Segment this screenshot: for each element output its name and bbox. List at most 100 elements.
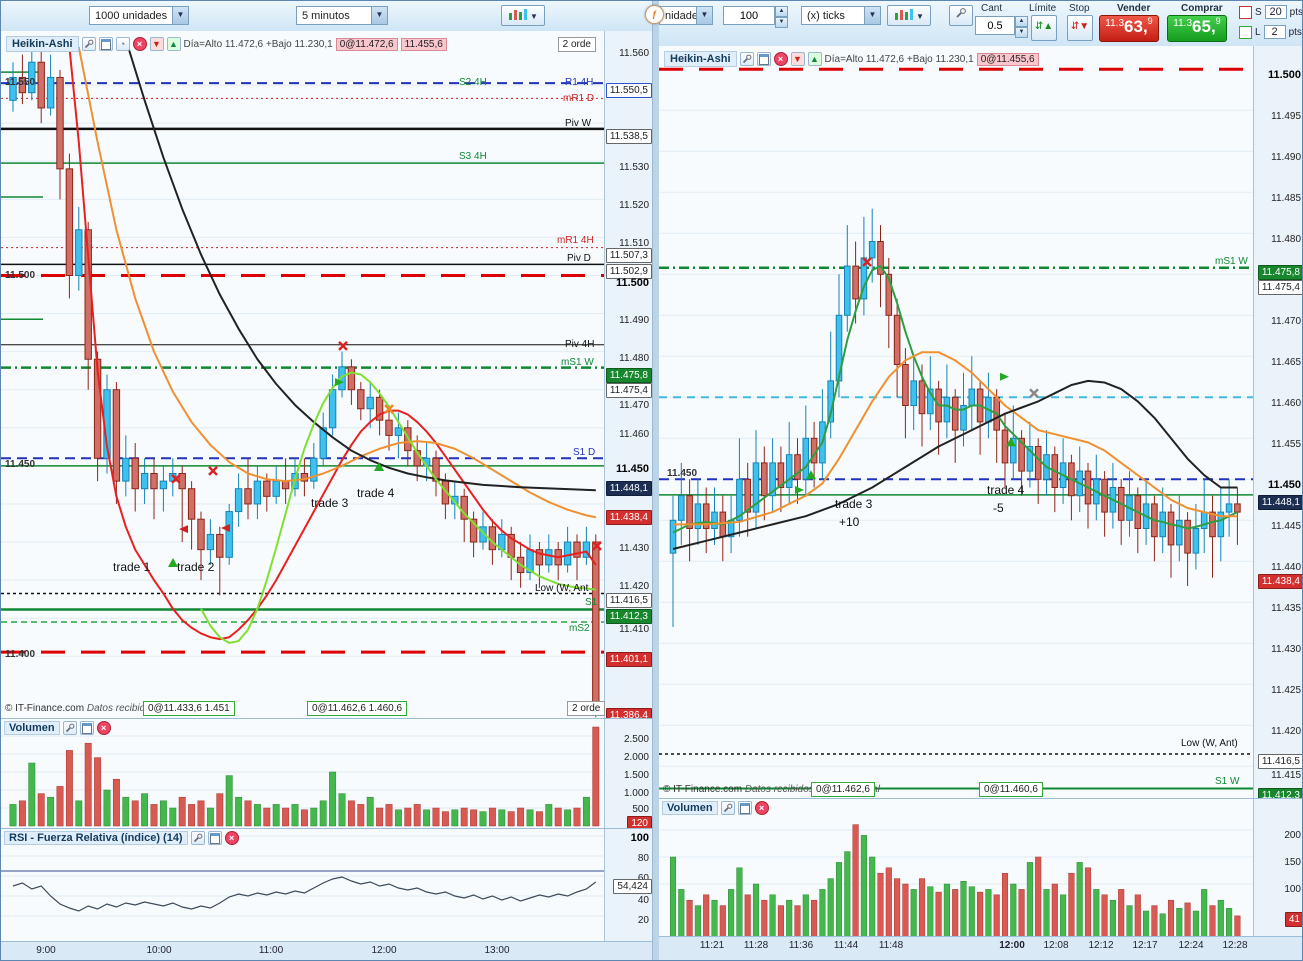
chart-label: S1 D: [573, 447, 595, 458]
chevron-down-icon[interactable]: ▼: [371, 7, 387, 24]
close-icon[interactable]: ×: [754, 801, 769, 815]
panel-icon[interactable]: [737, 801, 752, 815]
price-chip[interactable]: 11.455,6: [400, 37, 447, 51]
chevron-down-icon[interactable]: ▼: [864, 7, 880, 24]
limit-checkbox[interactable]: [1239, 25, 1252, 39]
chart-labels: 11.450 mS1 W trade 3 +10 trade 4 -5 Low (W, An…: [667, 256, 1248, 787]
wrench-icon[interactable]: [739, 52, 754, 66]
ma-lime: [200, 371, 596, 644]
panel-icon[interactable]: [756, 52, 771, 66]
chart-type-button[interactable]: ▼: [887, 5, 931, 26]
order-badge[interactable]: 0@11.462,6 1.460,6: [307, 701, 408, 716]
units-dropdown[interactable]: 1000 unidades ▼: [89, 6, 189, 25]
right-volume-chart[interactable]: [659, 799, 1253, 937]
chart-type-button[interactable]: ▼: [501, 5, 545, 26]
stepper-arrows[interactable]: ▲ ▼: [775, 6, 788, 28]
settings-button[interactable]: [949, 5, 973, 26]
price-label: 1.000: [623, 788, 649, 799]
stepper-arrows[interactable]: ▲ ▼: [1015, 16, 1028, 38]
units-dropdown[interactable]: nidades ▼: [659, 6, 713, 25]
chart-label: trade 3: [835, 497, 873, 511]
volume-bar: [84, 742, 92, 827]
limit-distance-field[interactable]: 2: [1263, 25, 1286, 39]
tick-count-stepper[interactable]: 100 ▲ ▼: [723, 6, 788, 28]
close-icon[interactable]: ×: [96, 721, 111, 735]
rsi-chart[interactable]: [1, 829, 604, 942]
orders-count-badge[interactable]: 2 orde: [557, 37, 596, 52]
quantity-stepper[interactable]: 0.5 ▲ ▼: [975, 16, 1028, 38]
wrench-icon[interactable]: [81, 37, 96, 51]
stop-distance-field[interactable]: 20: [1264, 5, 1287, 19]
order-badge[interactable]: 0@11.433,6 1.451: [143, 701, 235, 716]
buy-arrow-icon[interactable]: ▲: [807, 52, 822, 66]
rsi-title: RSI - Fuerza Relativa (índice) (14): [4, 831, 188, 845]
level-lines: [1, 71, 604, 654]
stop-order-button[interactable]: ⇵▼: [1067, 15, 1093, 41]
price-tag: 41: [1284, 912, 1302, 927]
left-volume-chart[interactable]: [1, 719, 604, 829]
volume-bar: [752, 883, 760, 937]
volume-bar: [451, 809, 459, 827]
wrench-icon[interactable]: [62, 721, 77, 735]
volume-bar: [573, 807, 581, 827]
stop-checkbox[interactable]: [1239, 5, 1252, 19]
close-icon[interactable]: ×: [773, 52, 788, 66]
right-time-axis[interactable]: 11:21 11:28 11:36 11:44 11:48 12:00 12:08 12:12…: [659, 936, 1302, 960]
volume-bar: [235, 796, 243, 827]
sell-arrow-icon[interactable]: ▼: [790, 52, 805, 66]
buy-price-big: 65,: [1192, 17, 1216, 36]
orders-count-badge[interactable]: 2 orde: [567, 701, 606, 716]
volume-bar: [935, 891, 942, 937]
price-tag: 11.550,5: [605, 83, 652, 98]
ma-black: [672, 379, 1238, 550]
right-price-chart[interactable]: 11.450 mS1 W trade 3 +10 trade 4 -5 Low (W, An…: [659, 46, 1253, 798]
up-arrow-icon[interactable]: ▲: [775, 6, 788, 17]
close-icon[interactable]: ×: [132, 37, 147, 51]
left-price-chart[interactable]: 11.550 11.500 11.450 11.400 S2 4H R1 4H mR1 D P…: [1, 31, 604, 718]
right-price-chart-area[interactable]: 11.450 mS1 W trade 3 +10 trade 4 -5 Low (W, An…: [659, 46, 1302, 803]
limit-order-button[interactable]: ⇵▲: [1031, 15, 1057, 41]
order-chip[interactable]: 0@11.455,6: [976, 52, 1039, 66]
order-chip[interactable]: 0@11.472,6: [335, 37, 398, 51]
volume-bar: [1118, 889, 1125, 937]
right-volume-panel[interactable]: 200 150 100 41 Volumen ×: [659, 798, 1302, 937]
order-badge[interactable]: 0@11.460,6: [979, 782, 1043, 797]
panel-icon[interactable]: [79, 721, 94, 735]
chevron-down-icon[interactable]: ▼: [172, 7, 188, 24]
sell-arrow-icon[interactable]: ▼: [149, 37, 164, 51]
panel-icon[interactable]: [207, 831, 222, 845]
left-volume-panel[interactable]: 2.500 2.000 1.500 1.000 500 120 Volumen ×: [1, 718, 653, 831]
price-label: 11.440: [1271, 562, 1301, 573]
users-icon[interactable]: ◔: [115, 37, 130, 51]
buy-arrow-icon[interactable]: ▲: [166, 37, 181, 51]
timeframe-dropdown[interactable]: 5 minutos ▼: [296, 6, 388, 25]
chevron-down-icon[interactable]: ▼: [696, 7, 712, 24]
volume-bar: [122, 796, 130, 827]
price-label: 11.470: [1271, 316, 1301, 327]
stop-distance-label: S: [1255, 6, 1262, 18]
down-arrow-icon[interactable]: ▼: [775, 17, 788, 28]
copyright: © IT-Finance.com: [5, 703, 85, 714]
right-chart-header: Heikin-Ashi × ▼ ▲ Día=Alto 11.472,6 +Baj…: [664, 51, 1039, 67]
sell-price-prefix: 11.3: [1105, 18, 1125, 29]
left-time-axis[interactable]: 9:00 10:00 11:00 12:00 13:00: [1, 941, 652, 960]
sell-button[interactable]: 11.363,9: [1099, 15, 1159, 42]
right-price-scale[interactable]: 11.500 11.495 11.490 11.485 11.480 11.475,8 11…: [1253, 46, 1302, 803]
buy-button[interactable]: 11.365,9: [1167, 15, 1227, 42]
volume-bar: [902, 883, 909, 937]
ticks-dropdown[interactable]: (x) ticks ▼: [801, 6, 881, 25]
panel-icon[interactable]: [98, 37, 113, 51]
left-price-chart-area[interactable]: 11.550 11.500 11.450 11.400 S2 4H R1 4H mR1 D P…: [1, 31, 653, 723]
sell-price-sup: 9: [1147, 16, 1153, 26]
splitter-button[interactable]: ƒ: [645, 5, 664, 24]
left-price-scale[interactable]: 11.560 11.550,5 11.538,5 11.530 11.520 11.510…: [604, 31, 653, 723]
wrench-icon[interactable]: [190, 831, 205, 845]
volume-title: Volumen: [4, 721, 60, 735]
down-arrow-icon[interactable]: ▼: [1015, 27, 1028, 38]
close-icon[interactable]: ×: [224, 831, 239, 845]
wrench-icon[interactable]: [720, 801, 735, 815]
price-label: 11.490: [1271, 152, 1301, 163]
order-badge[interactable]: 0@11.462,6: [811, 782, 875, 797]
up-arrow-icon[interactable]: ▲: [1015, 16, 1028, 27]
